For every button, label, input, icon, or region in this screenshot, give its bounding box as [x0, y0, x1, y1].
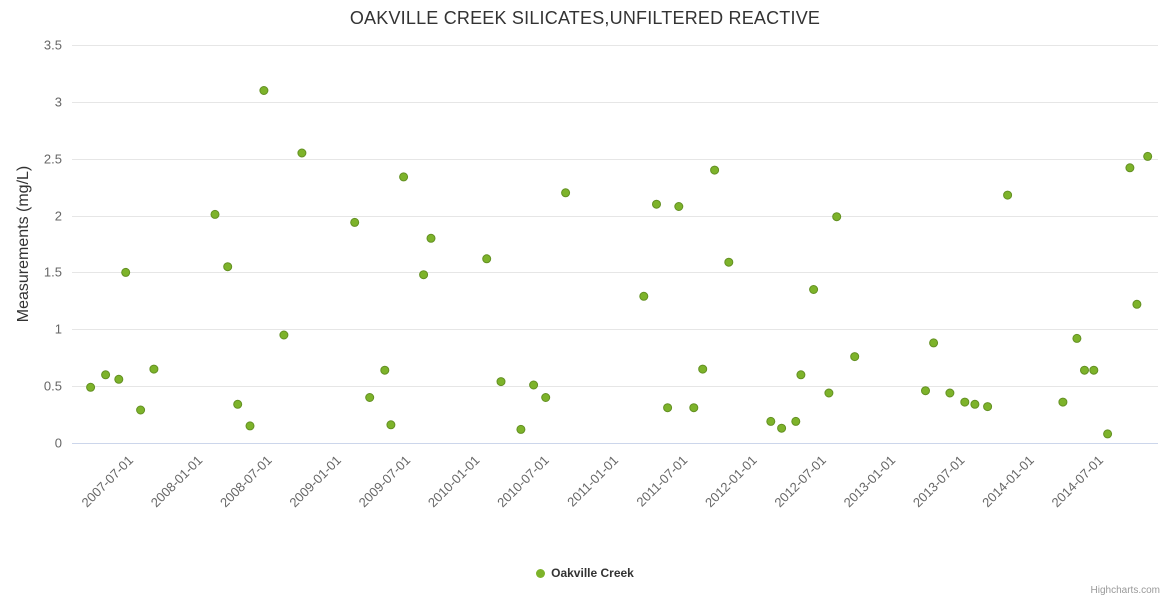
data-point[interactable]: [121, 267, 131, 277]
data-point[interactable]: [652, 199, 661, 209]
data-point[interactable]: [365, 393, 375, 402]
x-tick-label: 2010-01-01: [425, 453, 483, 511]
data-point[interactable]: [561, 188, 571, 198]
data-point[interactable]: [983, 402, 993, 412]
data-point[interactable]: [279, 330, 289, 340]
data-point[interactable]: [960, 397, 970, 407]
data-point[interactable]: [663, 403, 673, 413]
data-point[interactable]: [419, 270, 429, 280]
y-tick-label: 2: [55, 209, 62, 224]
data-point[interactable]: [386, 420, 396, 430]
x-tick-label: 2013-07-01: [910, 453, 968, 511]
data-point[interactable]: [114, 374, 124, 384]
y-tick-label: 3.5: [44, 38, 62, 53]
data-point[interactable]: [426, 233, 436, 243]
x-tick-label: 2010-07-01: [494, 453, 552, 511]
data-point[interactable]: [1143, 151, 1153, 161]
data-point[interactable]: [1080, 365, 1089, 375]
data-point[interactable]: [850, 352, 860, 362]
data-point[interactable]: [674, 202, 684, 211]
data-point[interactable]: [832, 212, 842, 222]
x-tick-label: 2012-01-01: [702, 453, 760, 511]
data-point[interactable]: [824, 388, 834, 398]
data-point[interactable]: [724, 257, 734, 267]
data-point[interactable]: [1003, 190, 1013, 200]
data-point[interactable]: [710, 165, 720, 175]
x-tick-label: 2014-07-01: [1048, 453, 1106, 511]
data-point[interactable]: [101, 370, 111, 380]
data-point[interactable]: [1072, 333, 1082, 343]
data-point[interactable]: [1125, 163, 1135, 173]
x-tick-label: 2011-01-01: [564, 453, 621, 510]
legend-item[interactable]: Oakville Creek: [0, 566, 1170, 580]
data-point[interactable]: [529, 380, 539, 390]
data-point[interactable]: [210, 209, 220, 219]
data-point[interactable]: [259, 86, 269, 95]
data-point[interactable]: [136, 405, 146, 415]
data-point[interactable]: [223, 262, 233, 272]
data-point[interactable]: [1103, 429, 1113, 439]
x-tick-label: 2009-01-01: [286, 453, 344, 511]
data-point[interactable]: [245, 421, 255, 431]
y-tick-label: 3: [55, 95, 62, 110]
data-point[interactable]: [945, 388, 955, 398]
legend-label: Oakville Creek: [551, 566, 634, 580]
y-tick-label: 2.5: [44, 152, 62, 167]
data-point[interactable]: [541, 393, 551, 402]
y-tick-label: 0.5: [44, 379, 62, 394]
data-point[interactable]: [380, 365, 390, 375]
y-tick-label: 1.5: [44, 265, 62, 280]
data-point[interactable]: [809, 285, 819, 294]
x-tick-label: 2014-01-01: [979, 453, 1037, 511]
data-point[interactable]: [796, 370, 806, 380]
data-point[interactable]: [791, 416, 801, 426]
data-point[interactable]: [698, 364, 708, 374]
data-point[interactable]: [766, 416, 776, 426]
data-point[interactable]: [1058, 397, 1068, 407]
legend-marker-icon: [536, 568, 546, 578]
data-point[interactable]: [1089, 365, 1099, 375]
data-point[interactable]: [399, 172, 409, 182]
data-point[interactable]: [233, 399, 243, 409]
data-point[interactable]: [777, 423, 787, 433]
x-tick-label: 2012-07-01: [771, 453, 829, 511]
data-point[interactable]: [970, 399, 980, 409]
data-point[interactable]: [350, 217, 360, 227]
data-point[interactable]: [929, 338, 939, 348]
data-point[interactable]: [496, 377, 506, 387]
y-tick-label: 0: [55, 436, 62, 451]
data-point[interactable]: [149, 364, 159, 374]
x-tick-label: 2011-07-01: [633, 453, 690, 510]
x-tick-label: 2013-01-01: [841, 453, 899, 511]
data-point[interactable]: [516, 424, 526, 434]
data-point[interactable]: [297, 148, 307, 158]
x-tick-label: 2008-01-01: [148, 453, 206, 511]
data-point[interactable]: [86, 382, 96, 392]
x-tick-label: 2007-07-01: [78, 453, 136, 511]
credits-link[interactable]: Highcharts.com: [1090, 585, 1160, 596]
data-point[interactable]: [1132, 299, 1142, 309]
y-tick-label: 1: [55, 322, 62, 337]
data-point[interactable]: [689, 403, 699, 413]
chart-title: OAKVILLE CREEK SILICATES,UNFILTERED REAC…: [349, 8, 821, 28]
x-tick-label: 2009-07-01: [356, 453, 414, 511]
data-point[interactable]: [639, 291, 649, 301]
x-tick-label: 2008-07-01: [217, 453, 275, 511]
data-point[interactable]: [482, 254, 492, 264]
data-point[interactable]: [921, 386, 930, 396]
